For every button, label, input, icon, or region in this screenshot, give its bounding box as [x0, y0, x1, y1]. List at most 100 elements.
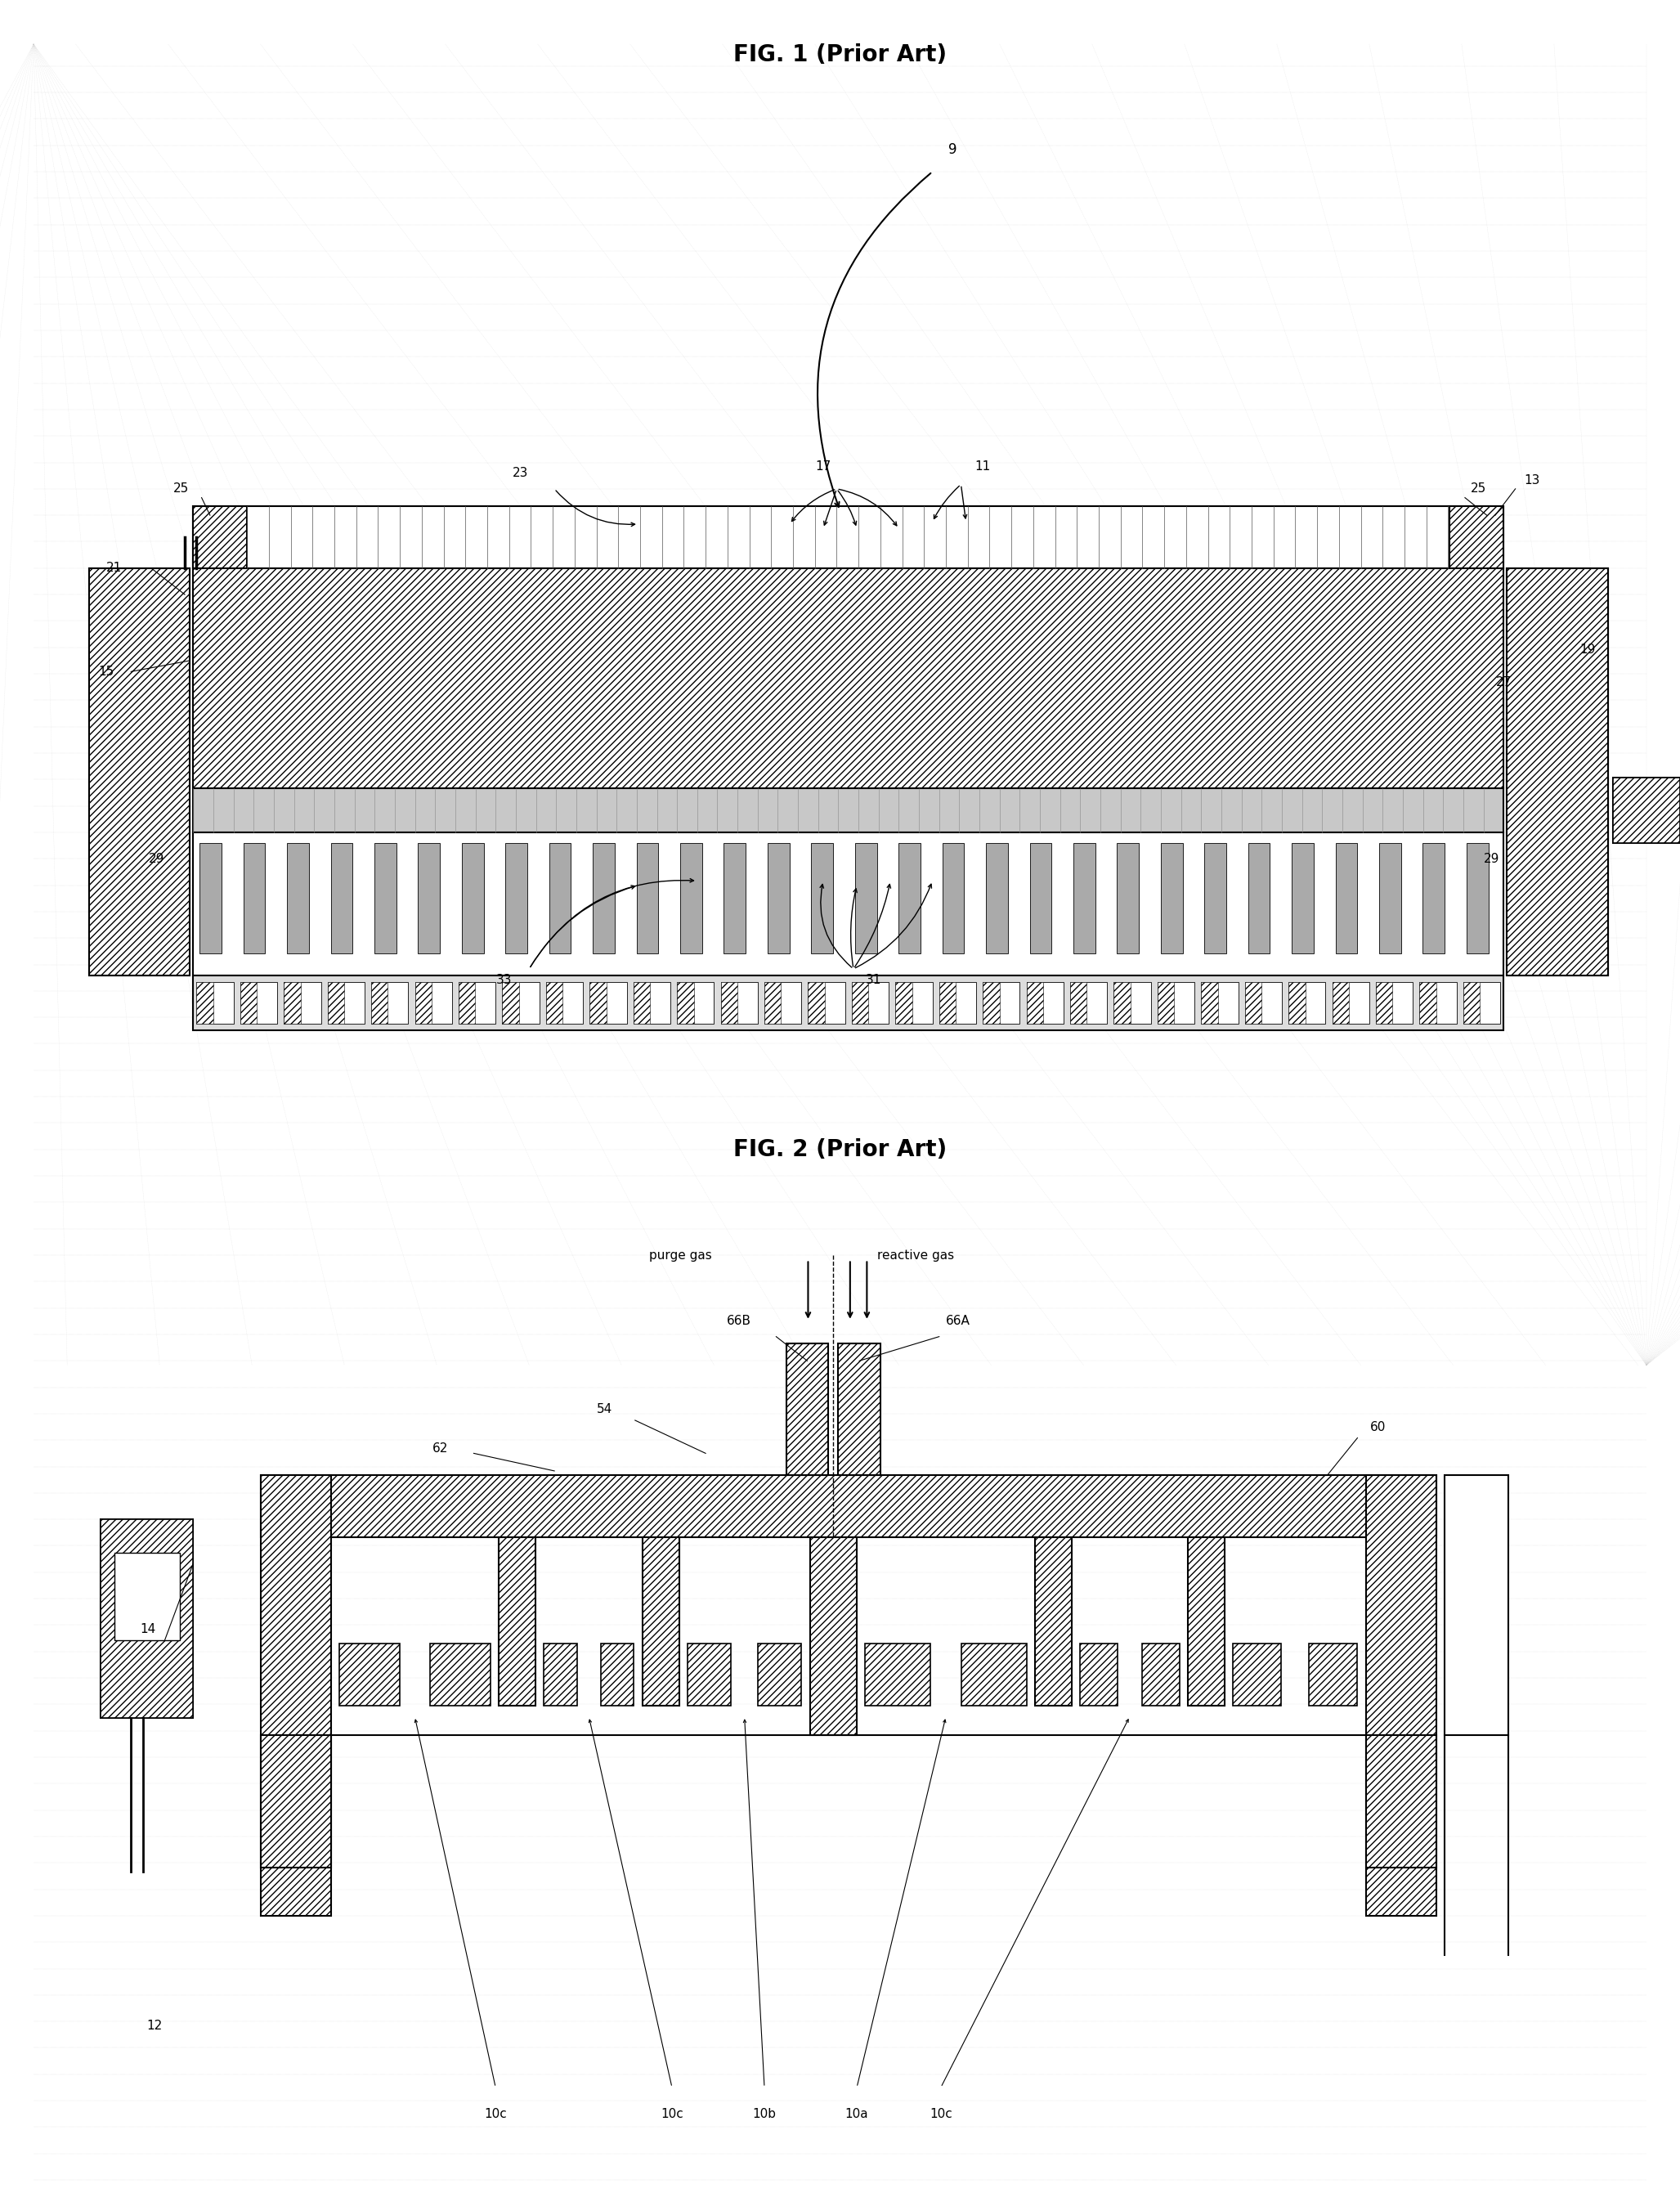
Bar: [193, 975, 1504, 1031]
Bar: [1248, 843, 1270, 953]
Bar: [260, 1475, 1436, 1537]
Text: 29: 29: [1483, 852, 1500, 865]
Bar: [852, 982, 869, 1024]
Text: 10b: 10b: [753, 2107, 776, 2121]
Text: 31: 31: [865, 973, 882, 986]
Bar: [197, 982, 234, 1024]
Bar: [240, 982, 277, 1024]
Bar: [1366, 1735, 1436, 1867]
Bar: [895, 982, 912, 1024]
Text: 33: 33: [496, 973, 512, 986]
Bar: [1332, 982, 1369, 1024]
Bar: [418, 843, 440, 953]
Bar: [193, 832, 1504, 975]
Text: FIG. 2 (Prior Art): FIG. 2 (Prior Art): [732, 1138, 948, 1160]
Bar: [193, 568, 1504, 788]
Bar: [855, 843, 877, 953]
Bar: [1114, 982, 1151, 1024]
Bar: [852, 982, 889, 1024]
Bar: [1188, 1537, 1225, 1707]
Bar: [590, 982, 627, 1024]
Bar: [1366, 1475, 1436, 1916]
Bar: [260, 1475, 331, 1916]
Bar: [601, 1643, 633, 1707]
Bar: [114, 1552, 180, 1640]
Text: 25: 25: [173, 482, 190, 495]
Bar: [768, 843, 790, 953]
Bar: [939, 982, 976, 1024]
Bar: [764, 982, 781, 1024]
Text: 66B: 66B: [727, 1315, 751, 1328]
Bar: [1336, 843, 1357, 953]
Text: purge gas: purge gas: [648, 1249, 712, 1262]
Bar: [287, 843, 309, 953]
Bar: [838, 1343, 880, 1475]
Bar: [328, 982, 365, 1024]
Bar: [1376, 982, 1393, 1024]
Bar: [721, 982, 738, 1024]
Bar: [193, 788, 1504, 832]
Bar: [1613, 777, 1680, 843]
Bar: [758, 1643, 801, 1707]
Bar: [680, 843, 702, 953]
Bar: [1420, 982, 1436, 1024]
Bar: [1463, 982, 1480, 1024]
Bar: [193, 506, 247, 568]
Bar: [808, 982, 825, 1024]
Bar: [1376, 982, 1413, 1024]
Bar: [633, 982, 650, 1024]
Bar: [939, 982, 956, 1024]
Bar: [260, 1735, 331, 1867]
Text: 54: 54: [596, 1403, 613, 1416]
Bar: [1142, 1643, 1179, 1707]
Bar: [1158, 982, 1174, 1024]
Bar: [328, 982, 344, 1024]
Bar: [1507, 568, 1608, 975]
Text: reactive gas: reactive gas: [877, 1249, 954, 1262]
Bar: [1379, 843, 1401, 953]
Bar: [1114, 982, 1131, 1024]
Text: 25: 25: [1470, 482, 1487, 495]
Text: 19: 19: [1579, 643, 1596, 656]
Bar: [1201, 982, 1238, 1024]
Bar: [721, 982, 758, 1024]
Bar: [1450, 506, 1504, 568]
Text: 9: 9: [948, 143, 958, 156]
Bar: [89, 568, 190, 975]
Bar: [1292, 843, 1314, 953]
Bar: [642, 1537, 679, 1707]
Bar: [1070, 982, 1107, 1024]
Bar: [808, 982, 845, 1024]
Bar: [101, 1519, 193, 1718]
Bar: [1080, 1643, 1117, 1707]
Bar: [677, 982, 714, 1024]
Bar: [502, 982, 519, 1024]
Bar: [764, 982, 801, 1024]
Bar: [89, 568, 190, 975]
Bar: [1463, 982, 1500, 1024]
Bar: [811, 843, 833, 953]
Text: 21: 21: [106, 562, 123, 575]
Bar: [1245, 982, 1282, 1024]
Text: 12: 12: [146, 2019, 163, 2032]
Bar: [1423, 843, 1445, 953]
Bar: [1201, 982, 1218, 1024]
Bar: [193, 506, 1504, 568]
Bar: [1070, 982, 1087, 1024]
Bar: [1117, 843, 1139, 953]
Bar: [1289, 982, 1305, 1024]
Bar: [459, 982, 496, 1024]
Bar: [899, 843, 921, 953]
Bar: [459, 982, 475, 1024]
Bar: [375, 843, 396, 953]
Bar: [240, 982, 257, 1024]
Bar: [339, 1643, 400, 1707]
Bar: [415, 982, 452, 1024]
Text: 10c: 10c: [660, 2107, 684, 2121]
Bar: [1445, 1475, 1509, 1735]
Text: 17: 17: [815, 460, 832, 473]
Text: 10c: 10c: [929, 2107, 953, 2121]
Text: 10c: 10c: [484, 2107, 507, 2121]
Text: FIG. 1 (Prior Art): FIG. 1 (Prior Art): [732, 44, 948, 66]
Text: 23: 23: [512, 467, 529, 480]
